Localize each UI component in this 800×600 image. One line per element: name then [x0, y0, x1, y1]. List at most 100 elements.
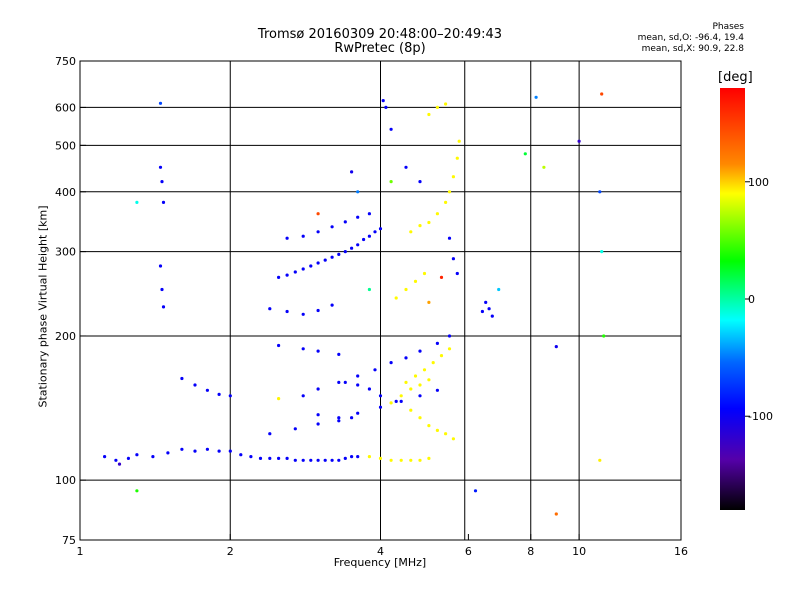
data-point-other: [427, 300, 431, 304]
data-point-o: [323, 258, 327, 262]
data-point-o: [404, 165, 408, 169]
data-point-x: [447, 347, 452, 351]
data-point-o: [103, 455, 107, 459]
data-point-o: [362, 237, 366, 242]
chart-title: Tromsø 20160309 20:48:00–20:49:43: [257, 27, 503, 42]
data-point-o: [323, 458, 327, 462]
data-point-other: [316, 212, 320, 216]
data-point-o: [356, 215, 360, 219]
data-point-o: [451, 257, 455, 261]
data-point-x: [427, 424, 431, 428]
data-point-other: [158, 101, 163, 105]
data-point-o: [399, 399, 403, 403]
data-point-o: [350, 416, 354, 420]
data-point-o: [435, 388, 439, 392]
data-point-o: [435, 341, 439, 345]
data-point-o: [301, 394, 305, 398]
y-tick-label: 100: [55, 474, 76, 487]
y-tick-label: 500: [55, 139, 76, 152]
data-point-o: [384, 105, 388, 109]
data-point-o: [381, 99, 385, 103]
data-point-o: [343, 380, 347, 384]
data-point-o: [378, 394, 383, 398]
x-tick-label: 8: [527, 545, 534, 558]
data-point-x: [427, 456, 431, 460]
data-point-o: [158, 264, 163, 268]
data-point-o: [316, 413, 320, 417]
data-point-o: [258, 456, 263, 460]
data-point-other: [600, 92, 604, 96]
data-point-o: [373, 368, 377, 372]
data-point-o: [337, 252, 341, 256]
data-point-o: [293, 427, 297, 431]
y-axis-ticks: 75 100 200 300 400 500 600 750: [55, 55, 86, 547]
data-point-o: [217, 449, 221, 453]
data-point-other: [277, 397, 281, 401]
x-tick-label: 1: [77, 545, 84, 558]
data-point-other: [577, 139, 581, 143]
data-point-o: [301, 312, 305, 316]
data-point-o: [205, 388, 209, 392]
data-point-x: [455, 156, 459, 160]
data-point-other: [598, 190, 602, 194]
data-point-x: [367, 455, 371, 459]
data-point-o: [389, 361, 393, 365]
data-point-o: [293, 458, 297, 462]
data-point-x: [413, 279, 418, 283]
data-point-o: [301, 234, 305, 238]
data-point-other: [389, 180, 393, 184]
data-point-o: [293, 270, 297, 274]
data-point-o: [277, 456, 281, 460]
x-axis-ticks: 1 2 4 6 8 10 16: [77, 534, 688, 558]
data-point-o: [158, 165, 163, 169]
data-point-x: [439, 354, 444, 358]
data-point-x: [427, 378, 431, 382]
colorbar-label: [deg]: [718, 70, 753, 85]
colorbar-tick-label: -100: [748, 410, 773, 423]
grid-lines: [80, 61, 681, 540]
data-point-o: [160, 287, 164, 292]
data-points: [103, 92, 606, 516]
data-point-x: [409, 387, 413, 391]
data-point-o: [447, 236, 452, 240]
data-point-x: [389, 458, 393, 462]
data-point-o: [389, 127, 393, 131]
data-point-o: [330, 303, 334, 307]
x-axis-label: Frequency [MHz]: [333, 556, 427, 569]
data-point-o: [337, 352, 341, 356]
data-point-other: [554, 345, 558, 349]
data-point-other: [600, 250, 604, 254]
data-point-x: [418, 224, 422, 228]
data-point-x: [413, 374, 418, 378]
colorbar: [720, 88, 745, 510]
data-point-o: [490, 314, 494, 318]
legend-line-x: mean, sd,X: 90.9, 22.8: [641, 44, 744, 54]
data-point-o: [309, 458, 313, 462]
colorbar-ticks: 100 0 -100: [745, 176, 773, 423]
data-point-x: [435, 212, 439, 216]
data-point-o: [277, 275, 281, 279]
data-point-o: [301, 267, 305, 271]
data-point-o: [285, 273, 289, 277]
data-point-o: [356, 243, 360, 247]
data-point-o: [418, 394, 422, 398]
data-point-o: [193, 383, 197, 387]
data-point-x: [399, 458, 403, 462]
data-point-o: [249, 455, 253, 459]
data-point-x: [399, 394, 403, 398]
data-point-o: [151, 455, 155, 459]
data-point-other: [554, 512, 558, 516]
chart-subtitle: RwPretec (8p): [334, 41, 426, 56]
data-point-o: [330, 255, 334, 259]
y-tick-label: 400: [55, 186, 76, 199]
data-point-o: [268, 307, 272, 311]
data-point-o: [484, 300, 488, 304]
data-point-o: [356, 383, 360, 387]
data-point-o: [285, 309, 289, 314]
data-point-other: [497, 287, 501, 292]
data-point-o: [378, 405, 383, 409]
data-point-o: [160, 180, 164, 184]
data-point-o: [285, 456, 289, 460]
data-point-o: [301, 347, 305, 351]
